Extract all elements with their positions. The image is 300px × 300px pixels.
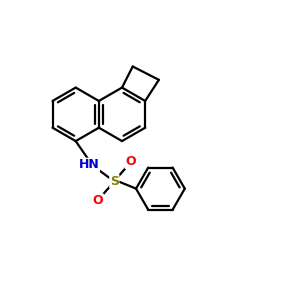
Text: S: S: [110, 175, 119, 188]
Text: HN: HN: [79, 158, 99, 171]
Text: O: O: [125, 155, 136, 168]
Text: O: O: [93, 194, 103, 207]
